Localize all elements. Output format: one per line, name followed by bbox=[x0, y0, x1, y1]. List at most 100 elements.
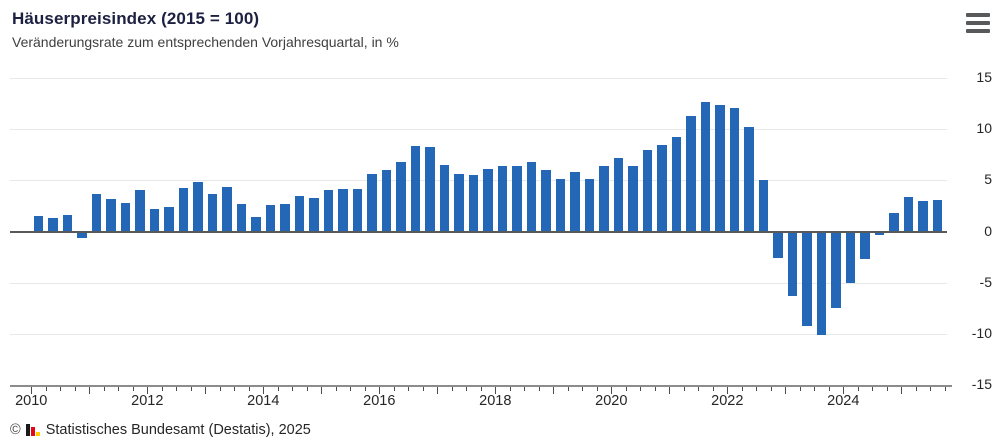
bar-2014-Q2[interactable] bbox=[280, 203, 290, 232]
x-axis-quarter-tick bbox=[350, 387, 352, 391]
bar-2010-Q3[interactable] bbox=[62, 215, 73, 232]
bar-2016-Q1[interactable] bbox=[381, 170, 392, 232]
bar-2024-Q1[interactable] bbox=[845, 231, 856, 283]
bar-2014-Q4[interactable] bbox=[309, 197, 319, 232]
x-axis-year-tick bbox=[31, 387, 33, 394]
bar-2025-Q3[interactable] bbox=[932, 199, 943, 232]
x-axis-label-2020: 2020 bbox=[595, 393, 628, 409]
x-axis-year-tick bbox=[785, 387, 787, 394]
bar-2022-Q2[interactable] bbox=[744, 127, 754, 232]
x-axis-quarter-tick bbox=[335, 387, 337, 391]
bar-2012-Q3[interactable] bbox=[178, 187, 189, 232]
bar-2023-Q2[interactable] bbox=[802, 231, 812, 326]
bar-2019-Q3[interactable] bbox=[584, 179, 595, 232]
x-axis-quarter-tick bbox=[524, 387, 526, 391]
x-axis-label-2024: 2024 bbox=[827, 393, 860, 409]
x-axis-quarter-tick bbox=[828, 387, 830, 391]
bar-2015-Q2[interactable] bbox=[338, 188, 348, 232]
bar-2024-Q2[interactable] bbox=[860, 231, 870, 260]
bar-2015-Q1[interactable] bbox=[323, 189, 334, 232]
bar-2015-Q3[interactable] bbox=[352, 188, 363, 232]
bar-2012-Q1[interactable] bbox=[149, 209, 160, 232]
y-axis-label: 15 bbox=[976, 69, 992, 85]
bar-2016-Q2[interactable] bbox=[396, 161, 406, 232]
bar-2013-Q3[interactable] bbox=[236, 203, 247, 232]
bar-2019-Q4[interactable] bbox=[599, 166, 609, 232]
bar-2010-Q2[interactable] bbox=[48, 218, 58, 232]
bar-2010-Q4[interactable] bbox=[77, 231, 87, 238]
bar-2011-Q2[interactable] bbox=[106, 198, 116, 232]
bar-2018-Q2[interactable] bbox=[512, 166, 522, 232]
bar-2022-Q1[interactable] bbox=[729, 107, 740, 232]
x-axis-quarter-tick bbox=[451, 387, 453, 391]
x-axis-quarter-tick bbox=[45, 387, 47, 391]
x-axis-quarter-tick bbox=[60, 387, 62, 391]
bar-2011-Q3[interactable] bbox=[120, 202, 131, 232]
bar-2023-Q3[interactable] bbox=[816, 231, 827, 335]
bar-2020-Q1[interactable] bbox=[613, 157, 624, 232]
bar-2024-Q4[interactable] bbox=[889, 213, 899, 232]
bar-2021-Q4[interactable] bbox=[715, 104, 725, 232]
bar-2025-Q2[interactable] bbox=[918, 200, 928, 232]
bar-2013-Q1[interactable] bbox=[207, 193, 218, 232]
x-axis-label-2018: 2018 bbox=[479, 393, 512, 409]
x-axis-year-tick bbox=[495, 387, 497, 394]
bar-2018-Q3[interactable] bbox=[526, 161, 537, 232]
bar-2021-Q3[interactable] bbox=[700, 101, 711, 232]
bar-2014-Q3[interactable] bbox=[294, 195, 305, 232]
bar-2023-Q4[interactable] bbox=[831, 231, 841, 309]
bar-2023-Q1[interactable] bbox=[787, 231, 798, 296]
bar-2024-Q3[interactable] bbox=[874, 231, 885, 235]
bar-2016-Q3[interactable] bbox=[410, 145, 421, 232]
bar-2010-Q1[interactable] bbox=[33, 216, 44, 232]
bar-2018-Q4[interactable] bbox=[541, 170, 551, 232]
bar-2020-Q2[interactable] bbox=[628, 166, 638, 232]
bar-2016-Q4[interactable] bbox=[425, 146, 435, 232]
x-axis-quarter-tick bbox=[654, 387, 656, 391]
bar-2025-Q1[interactable] bbox=[903, 196, 914, 232]
x-axis-quarter-tick bbox=[234, 387, 236, 391]
x-axis-quarter-tick bbox=[118, 387, 120, 391]
bar-2013-Q4[interactable] bbox=[251, 217, 261, 232]
hamburger-bar bbox=[966, 29, 990, 33]
destatis-logo-icon bbox=[25, 424, 41, 436]
bar-2013-Q2[interactable] bbox=[222, 186, 232, 232]
bar-2014-Q1[interactable] bbox=[265, 204, 276, 232]
bar-2018-Q1[interactable] bbox=[497, 166, 508, 232]
x-axis-year-tick bbox=[263, 387, 265, 394]
x-axis-quarter-tick bbox=[886, 387, 888, 391]
x-axis-quarter-tick bbox=[582, 387, 584, 391]
source-credit: © Statistisches Bundesamt (Destatis), 20… bbox=[10, 422, 311, 438]
x-axis-quarter-tick bbox=[857, 387, 859, 391]
bar-2017-Q2[interactable] bbox=[454, 174, 464, 232]
bar-2019-Q2[interactable] bbox=[570, 172, 580, 232]
x-axis-quarter-tick bbox=[756, 387, 758, 391]
bar-2017-Q1[interactable] bbox=[439, 165, 450, 232]
y-axis-label: 0 bbox=[984, 222, 992, 239]
bar-2011-Q4[interactable] bbox=[135, 189, 145, 232]
x-axis-year-tick bbox=[379, 387, 381, 394]
x-axis-year-tick bbox=[147, 387, 149, 394]
bar-2015-Q4[interactable] bbox=[367, 174, 377, 232]
x-axis-year-tick bbox=[727, 387, 729, 394]
x-axis-label-2012: 2012 bbox=[131, 393, 164, 409]
x-axis-quarter-tick bbox=[596, 387, 598, 391]
bar-2017-Q3[interactable] bbox=[468, 175, 479, 232]
bar-2020-Q3[interactable] bbox=[642, 149, 653, 232]
bar-2012-Q2[interactable] bbox=[164, 206, 174, 232]
bar-2021-Q1[interactable] bbox=[671, 137, 682, 232]
x-axis-quarter-tick bbox=[408, 387, 410, 391]
x-axis-quarter-tick bbox=[741, 387, 743, 391]
bar-2022-Q3[interactable] bbox=[758, 180, 769, 232]
bar-2011-Q1[interactable] bbox=[91, 193, 102, 232]
x-axis-quarter-tick bbox=[176, 387, 178, 391]
bar-2020-Q4[interactable] bbox=[657, 144, 667, 232]
bar-2021-Q2[interactable] bbox=[686, 115, 696, 232]
hamburger-icon[interactable] bbox=[966, 12, 990, 34]
bar-2012-Q4[interactable] bbox=[193, 182, 203, 232]
bar-2019-Q1[interactable] bbox=[555, 179, 566, 232]
bar-2017-Q4[interactable] bbox=[483, 169, 493, 232]
x-axis-quarter-tick bbox=[306, 387, 308, 391]
bar-2022-Q4[interactable] bbox=[773, 231, 783, 259]
